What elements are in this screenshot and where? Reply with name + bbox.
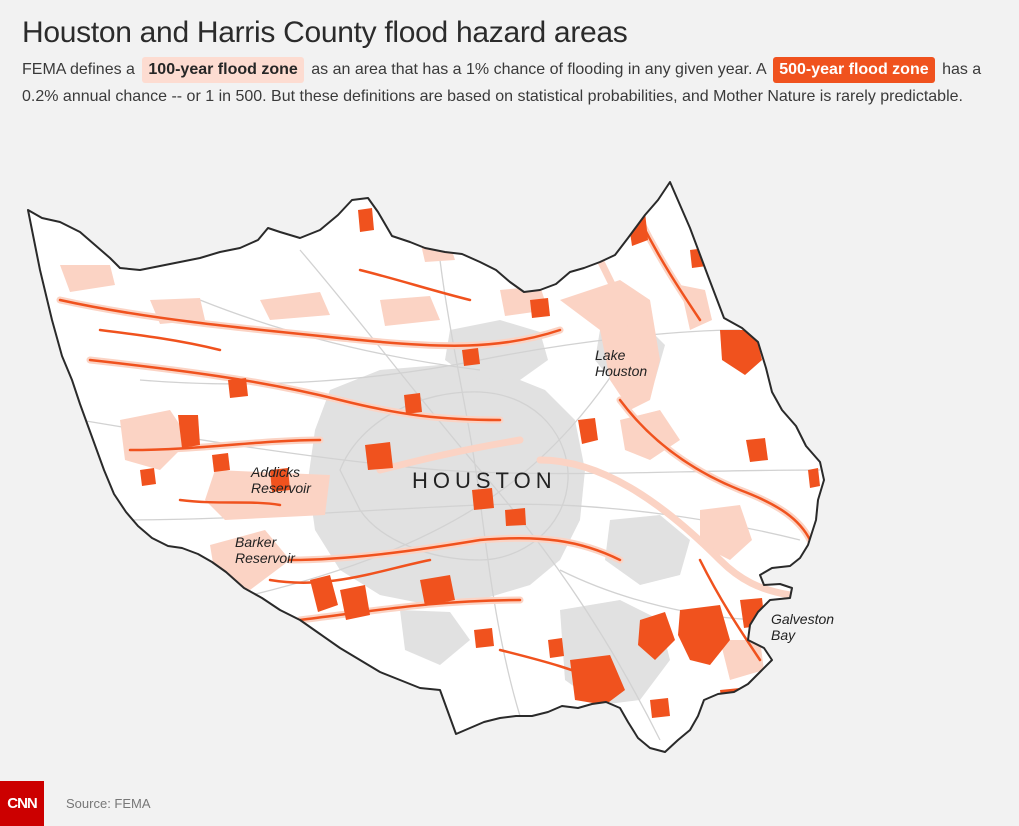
description: FEMA defines a 100-year flood zone as an… bbox=[22, 56, 1007, 110]
label-galveston-line1: Galveston bbox=[771, 611, 834, 627]
description-text-2: as an area that has a 1% chance of flood… bbox=[311, 61, 766, 78]
source-credit: Source: FEMA bbox=[66, 796, 151, 811]
harris-county-outline bbox=[27, 181, 825, 753]
label-lake-houston-line1: Lake bbox=[595, 347, 626, 363]
flood-strands-500-year bbox=[58, 218, 812, 692]
page-title: Houston and Harris County flood hazard a… bbox=[22, 16, 628, 49]
label-barker-line2: Reservoir bbox=[235, 550, 296, 566]
label-galveston-line2: Bay bbox=[771, 627, 796, 643]
label-addicks-line2: Reservoir bbox=[251, 480, 312, 496]
flood-map: Lake Houston Addicks Reservoir Barker Re… bbox=[27, 181, 834, 753]
legend-chip-100-year: 100-year flood zone bbox=[142, 57, 304, 83]
description-text-3: has a 0.2% annual chance -- or 1 in 500.… bbox=[22, 61, 982, 105]
cnn-logo: CNN bbox=[0, 781, 44, 826]
label-lake-houston-line2: Houston bbox=[595, 363, 647, 379]
label-addicks-line1: Addicks bbox=[250, 464, 300, 480]
label-barker-line1: Barker bbox=[235, 534, 278, 550]
label-city-houston: HOUSTON bbox=[412, 468, 557, 493]
description-text-1: FEMA defines a bbox=[22, 61, 135, 78]
legend-chip-500-year: 500-year flood zone bbox=[773, 57, 935, 83]
